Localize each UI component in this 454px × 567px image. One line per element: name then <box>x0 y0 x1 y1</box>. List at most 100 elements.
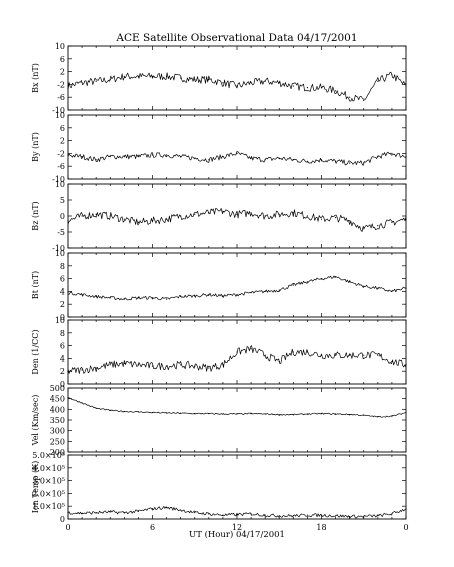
data-point <box>95 213 97 215</box>
data-point <box>123 218 125 220</box>
data-point <box>278 82 280 84</box>
data-point <box>194 79 196 81</box>
data-point <box>405 364 407 366</box>
y-tick-label: -6 <box>57 162 65 171</box>
series-line <box>67 506 407 519</box>
data-point <box>264 354 266 356</box>
y-tick-label: 0 <box>60 212 65 221</box>
series-line <box>67 208 407 232</box>
data-point <box>67 292 69 294</box>
data-point <box>334 160 337 162</box>
data-point <box>320 354 323 356</box>
data-point <box>151 365 154 367</box>
data-point <box>278 213 280 215</box>
data-point <box>278 361 280 363</box>
data-point <box>95 367 97 369</box>
y-axis-label: Vel (Km/sec) <box>31 395 40 447</box>
data-point <box>208 513 210 515</box>
data-point <box>278 157 280 159</box>
data-point <box>137 75 140 77</box>
data-point <box>278 289 280 291</box>
data-point <box>81 156 83 158</box>
data-point <box>278 515 280 517</box>
data-point <box>363 99 365 101</box>
data-point <box>236 152 238 154</box>
y-tick-label: 450 <box>50 395 65 404</box>
data-point <box>306 281 309 283</box>
y-tick-label: 6 <box>60 275 65 284</box>
y-tick-label: -2 <box>57 149 65 158</box>
y-tick-label: 4.0×10⁵ <box>32 464 65 473</box>
data-point <box>180 156 182 158</box>
data-point <box>109 364 111 366</box>
data-point <box>278 414 280 416</box>
data-point <box>377 80 379 82</box>
data-point <box>109 215 111 217</box>
data-point <box>180 364 182 366</box>
data-point <box>208 294 210 296</box>
data-point <box>123 362 125 365</box>
data-point <box>151 411 154 414</box>
data-point <box>151 154 154 156</box>
data-point <box>264 80 266 82</box>
data-point <box>137 510 140 512</box>
data-point <box>109 297 111 299</box>
series-line <box>67 71 407 102</box>
y-axis-label: Bz (nT) <box>31 201 40 230</box>
panel-frame <box>67 183 407 249</box>
panel-frame <box>67 387 407 453</box>
y-tick-label: 8 <box>60 329 65 338</box>
data-point <box>320 278 323 280</box>
x-tick-label: 0 <box>403 523 408 532</box>
data-point <box>405 85 407 87</box>
data-point <box>151 220 154 222</box>
data-point <box>95 159 97 161</box>
panel-4: 10 8 6 4 2 0 Bt (nT) <box>31 249 407 322</box>
y-axis-label: Den (1/CC) <box>31 329 40 374</box>
y-tick-label: 5.0×10⁵ <box>32 451 65 460</box>
data-point <box>180 215 182 217</box>
data-point <box>67 397 69 399</box>
y-tick-label: 10 <box>55 111 65 120</box>
data-point <box>377 515 379 517</box>
data-point <box>292 159 294 161</box>
data-point <box>292 351 294 353</box>
data-point <box>208 79 210 81</box>
data-point <box>151 508 154 510</box>
panel-7: 5.0×10⁵ 4.0×10⁵ 3.0×10⁵ 2.0×10⁵ 1.0×10⁵ 0 Ion … <box>31 451 407 524</box>
data-point <box>236 413 238 415</box>
data-point <box>250 413 252 415</box>
panel-1: 10 6 2 -2 -6 -10 Bx (nT) <box>31 42 407 115</box>
data-point <box>349 515 351 518</box>
data-point <box>236 85 238 87</box>
data-point <box>222 210 224 212</box>
data-point <box>377 225 379 227</box>
data-point <box>363 414 365 416</box>
data-point <box>222 514 224 516</box>
x-tick-label: 6 <box>150 523 155 532</box>
data-point <box>306 514 309 516</box>
data-point <box>306 215 309 217</box>
y-tick-label: 350 <box>50 416 65 425</box>
data-point <box>391 415 393 417</box>
data-point <box>292 284 294 286</box>
data-point <box>377 354 379 356</box>
data-point <box>264 514 266 516</box>
y-tick-label: 300 <box>50 427 65 436</box>
data-point <box>363 285 365 287</box>
data-point <box>151 75 154 77</box>
data-point <box>180 77 182 79</box>
data-point <box>222 413 224 415</box>
data-point <box>250 513 252 515</box>
data-point <box>208 212 210 214</box>
data-point <box>236 213 238 215</box>
data-point <box>250 348 252 350</box>
data-point <box>137 364 140 366</box>
data-point <box>391 290 393 292</box>
y-tick-label: -6 <box>57 93 65 102</box>
data-point <box>95 295 97 298</box>
panel-2: 10 6 2 -2 -6 -10 By (nT) <box>31 111 407 184</box>
data-point <box>405 287 407 289</box>
data-point <box>264 159 266 161</box>
